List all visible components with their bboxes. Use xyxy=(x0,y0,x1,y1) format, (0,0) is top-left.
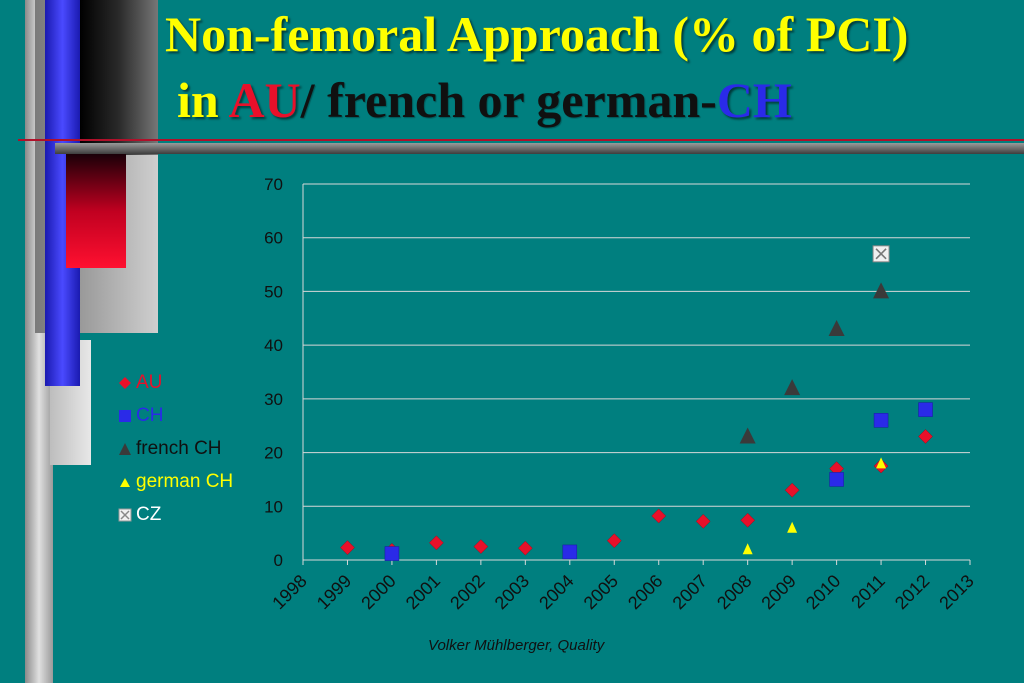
au-point xyxy=(695,513,711,529)
title-slash: / xyxy=(300,72,328,128)
y-tick-label: 20 xyxy=(264,444,283,463)
x-tick-label: 2006 xyxy=(624,571,666,613)
x-tick-label: 2000 xyxy=(357,571,399,613)
chart-legend: AU CH french CH german CH CZ xyxy=(118,366,233,531)
au-point xyxy=(340,540,355,555)
au-point xyxy=(740,512,756,528)
x-tick-label: 2003 xyxy=(491,571,533,613)
ch-point xyxy=(562,544,578,560)
au-point xyxy=(517,540,533,556)
triangle-icon xyxy=(120,477,130,487)
y-tick-label: 30 xyxy=(264,390,283,409)
german-ch-point xyxy=(787,521,798,533)
legend-label: CH xyxy=(136,404,164,426)
french-ch-point xyxy=(784,379,801,396)
legend-label: french CH xyxy=(136,437,222,459)
y-tick-label: 40 xyxy=(264,336,283,355)
ch-point xyxy=(873,413,889,428)
x-tick-label: 2004 xyxy=(535,571,577,613)
cz-point xyxy=(872,245,890,263)
german-ch-point xyxy=(876,457,887,469)
footer-credit: Volker Mühlberger, Quality xyxy=(428,637,605,654)
ch-point xyxy=(829,472,844,487)
x-tick-label: 1998 xyxy=(268,571,310,613)
title-line1: Non-femoral Approach (% of PCI) xyxy=(165,6,909,62)
x-tick-label: 2001 xyxy=(402,571,444,613)
chart-gridlines xyxy=(303,183,970,507)
title-in: in xyxy=(177,72,229,128)
chart-data-points xyxy=(340,245,933,561)
x-tick-label: 2009 xyxy=(758,571,800,613)
y-tick-label: 60 xyxy=(264,229,283,248)
y-tick-label: 10 xyxy=(264,497,283,516)
legend-item-german-ch: german CH xyxy=(118,465,233,498)
diamond-icon xyxy=(119,376,131,389)
legend-item-ch: CH xyxy=(118,399,233,432)
triangle-icon xyxy=(119,442,131,455)
legend-item-french-ch: french CH xyxy=(118,432,233,465)
x-tick-label: 2007 xyxy=(669,571,711,613)
au-point xyxy=(473,539,489,554)
legend-item-au: AU xyxy=(118,366,233,399)
legend-label: CZ xyxy=(136,503,162,525)
crossed-square-icon xyxy=(118,508,132,521)
square-icon xyxy=(119,409,131,422)
x-tick-label: 2011 xyxy=(847,571,889,613)
x-tick-label: 2012 xyxy=(891,571,933,613)
y-tick-label: 50 xyxy=(264,282,283,301)
title-line2: in AU/ french or german-CH xyxy=(165,70,1015,130)
ch-point xyxy=(384,546,400,561)
chart-axes xyxy=(302,184,971,565)
legend-item-cz: CZ xyxy=(118,498,233,531)
x-tick-label: 2005 xyxy=(580,571,622,613)
cz-point-cross xyxy=(875,248,887,260)
x-tick-label: 1999 xyxy=(313,571,355,613)
x-tick-label: 2013 xyxy=(935,571,977,613)
au-point xyxy=(784,482,800,498)
title-au: AU xyxy=(228,72,301,128)
german-ch-point xyxy=(742,543,753,555)
decor-red-bar xyxy=(66,154,126,268)
decor-black-bar xyxy=(80,0,158,155)
french-ch-point xyxy=(873,282,890,299)
legend-label: AU xyxy=(136,371,163,393)
title-rule-red xyxy=(18,139,1024,141)
x-tick-label: 2010 xyxy=(802,571,844,613)
y-tick-label: 0 xyxy=(274,551,283,570)
title-french-german: french or german- xyxy=(327,72,717,128)
x-tick-label: 2002 xyxy=(446,571,488,613)
au-point xyxy=(651,508,667,524)
title-rule-gray xyxy=(55,143,1024,154)
x-tick-label: 2008 xyxy=(713,571,755,613)
legend-label: german CH xyxy=(136,470,234,492)
slide-title: Non-femoral Approach (% of PCI) in AU/ f… xyxy=(165,4,1015,130)
french-ch-point xyxy=(828,320,845,337)
french-ch-point xyxy=(739,427,756,444)
y-tick-label: 70 xyxy=(264,175,283,194)
au-point xyxy=(429,535,444,551)
title-ch: CH xyxy=(716,72,792,128)
au-point xyxy=(918,429,933,444)
ch-point xyxy=(918,402,933,417)
au-point xyxy=(606,533,622,549)
